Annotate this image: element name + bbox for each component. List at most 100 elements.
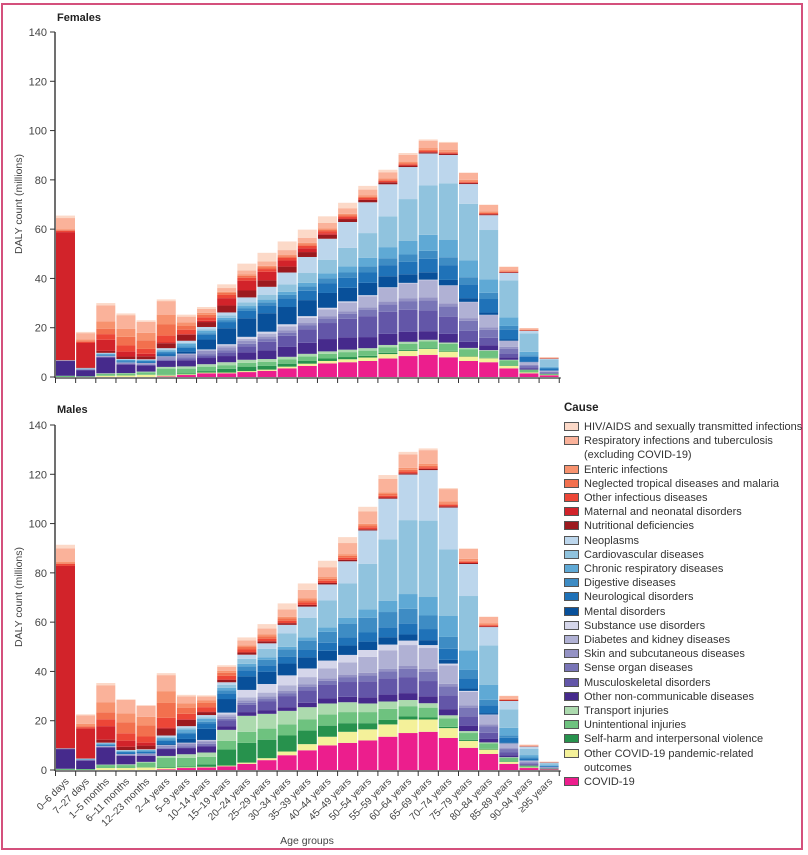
- females-bar-segment: [116, 373, 136, 376]
- females-bar-segment: [217, 305, 237, 313]
- males-bar-segment: [398, 693, 418, 701]
- males-bar-segment: [459, 747, 478, 770]
- females-bar-segment: [197, 366, 217, 372]
- males-bar-segment: [378, 612, 398, 628]
- males-bar-segment: [56, 562, 75, 564]
- females-bar-segment: [297, 286, 317, 291]
- females-bar-segment: [237, 336, 257, 339]
- males-bar-segment: [317, 577, 337, 579]
- legend-label: Other infectious diseases: [584, 492, 708, 505]
- females-bar-segment: [96, 334, 116, 340]
- males-bar-segment: [459, 716, 478, 726]
- males-bar-segment: [297, 730, 317, 745]
- males-bar-segment: [479, 743, 499, 749]
- males-bar-segment: [217, 765, 237, 767]
- females-bar-segment: [176, 340, 196, 343]
- females-bar-segment: [338, 222, 358, 248]
- males-bar-segment: [217, 672, 237, 676]
- females-bar-segment: [479, 327, 499, 330]
- males-bar-segment: [398, 668, 418, 678]
- females-bar-segment: [317, 234, 337, 239]
- males-bar-segment: [297, 677, 317, 685]
- males-bar-segment: [317, 714, 337, 726]
- females-bar-segment: [197, 314, 217, 318]
- males-bar-segment: [217, 666, 237, 671]
- females-bar-segment: [297, 244, 317, 246]
- males-bar-segment: [398, 719, 418, 734]
- males-bar-segment: [378, 650, 398, 669]
- males-bar-segment: [277, 675, 297, 686]
- males-bar-segment: [277, 633, 297, 647]
- females-bar-segment: [96, 353, 116, 355]
- females-bar-segment: [136, 348, 156, 354]
- males-y-axis-title: DALY count (millions): [13, 547, 25, 647]
- males-bar-segment: [277, 690, 297, 694]
- females-bar-segment: [197, 373, 217, 377]
- females-bar-segment: [156, 355, 176, 357]
- females-bar-segment: [116, 360, 136, 362]
- females-bar-segment: [237, 352, 257, 360]
- females-bar-segment: [217, 352, 237, 357]
- females-bar-segment: [156, 366, 176, 369]
- females-bar-segment: [499, 353, 519, 358]
- males-bar-segment: [499, 701, 519, 710]
- females-bar-segment: [156, 335, 176, 343]
- females-bar-segment: [257, 261, 277, 266]
- males-bar-segment: [277, 646, 297, 650]
- females-bar-segment: [136, 363, 156, 365]
- legend-item: Other infectious diseases: [564, 491, 805, 505]
- females-bar-segment: [237, 275, 257, 278]
- females-bar-segment: [378, 333, 398, 345]
- females-bar-segment: [358, 350, 378, 356]
- males-bar-segment: [217, 693, 237, 700]
- females-bar-segment: [297, 256, 317, 274]
- males-bar-segment: [176, 767, 196, 769]
- males-bar-segment: [176, 719, 196, 727]
- males-bar-segment: [358, 729, 378, 741]
- males-bar-segment: [459, 707, 478, 717]
- females-bar-segment: [277, 330, 297, 333]
- males-bar-segment: [136, 745, 156, 750]
- females-bar-segment: [156, 357, 176, 360]
- males-bar-segment: [338, 742, 358, 770]
- males-bar-segment: [459, 705, 478, 708]
- females-bar-segment: [197, 329, 217, 331]
- males-bar-segment: [539, 763, 559, 766]
- females-bar-segment: [459, 341, 478, 348]
- males-bar-segment: [217, 682, 237, 685]
- females-bar-segment: [237, 280, 257, 291]
- females-bar-segment: [438, 343, 458, 351]
- males-bar-segment: [176, 734, 196, 739]
- males-bar-segment: [398, 471, 418, 474]
- females-bar-segment: [237, 372, 257, 377]
- males-bar-segment: [398, 706, 418, 717]
- females-bar-segment: [338, 272, 358, 278]
- males-bar-segment: [438, 615, 458, 637]
- females-bar-segment: [479, 299, 499, 313]
- males-bar-segment: [378, 539, 398, 601]
- males-bar-segment: [176, 696, 196, 704]
- females-bar-segment: [176, 351, 196, 354]
- males-bar-segment: [297, 598, 317, 601]
- males-bar-segment: [297, 606, 317, 618]
- females-bar-segment: [277, 266, 297, 273]
- females-bar-segment: [116, 362, 136, 365]
- legend-item: Transport injuries: [564, 704, 805, 718]
- males-bar-segment: [459, 548, 478, 559]
- males-bar-segment: [438, 549, 458, 616]
- females-bar-segment: [338, 287, 358, 302]
- males-bar-segment: [438, 489, 458, 502]
- legend-item: Sense organ diseases: [564, 661, 805, 675]
- females-bar-segment: [217, 292, 237, 295]
- males-bar-segment: [136, 716, 156, 726]
- males-bar-segment: [136, 762, 156, 768]
- females-bar-segment: [438, 183, 458, 240]
- females-bar-segment: [76, 339, 96, 342]
- males-y-tick-label: 120: [29, 469, 47, 481]
- females-bar-segment: [297, 360, 317, 364]
- males-bar-segment: [257, 713, 277, 729]
- males-bar-segment: [398, 451, 418, 455]
- females-bar-segment: [277, 335, 297, 347]
- males-bar-segment: [418, 731, 438, 770]
- males-bar-segment: [197, 767, 217, 770]
